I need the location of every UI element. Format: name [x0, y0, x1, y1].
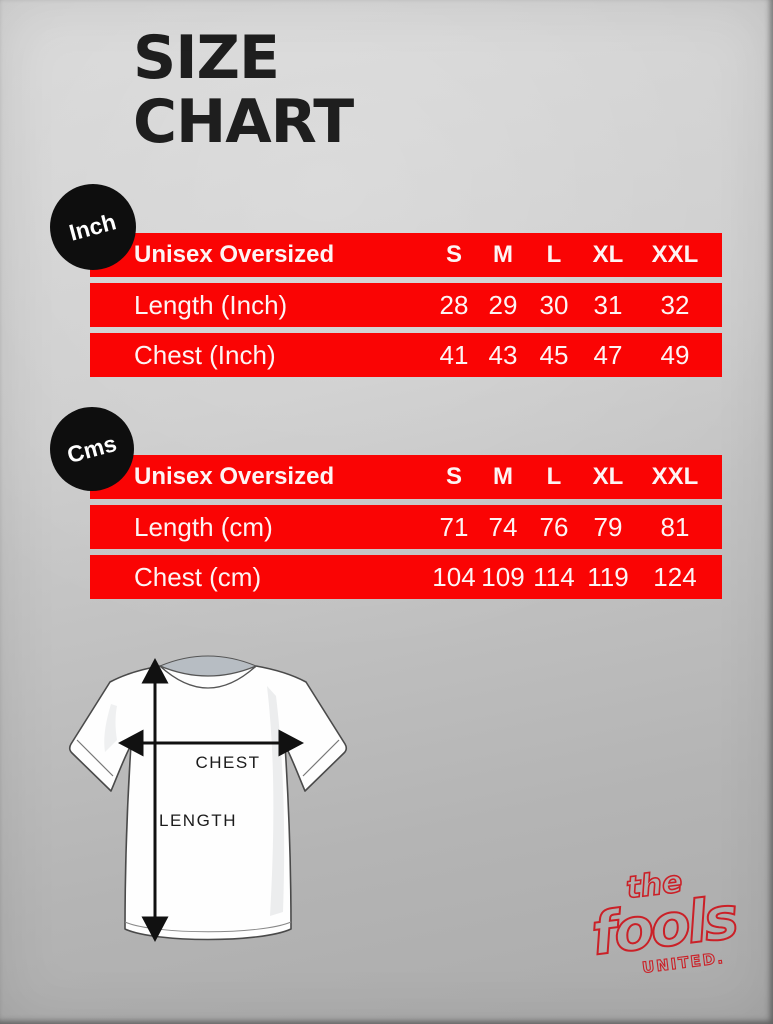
size-col-m: M: [493, 241, 513, 268]
row-label: Chest (Inch): [134, 339, 276, 370]
table-row: Chest (Inch) 41 43 45 47 49: [90, 333, 722, 377]
left-cuff-seam: [76, 739, 114, 777]
length-label: LENGTH: [159, 811, 237, 830]
table-header-row: Unisex Oversized S M L XL XXL: [90, 455, 722, 499]
table-header-row: Unisex Oversized S M L XL XXL: [90, 233, 722, 277]
cell-value: 74: [488, 511, 518, 542]
size-col-l: L: [546, 463, 562, 490]
page-title: SIZE CHART: [133, 23, 354, 157]
size-col-xxl: XXL: [651, 241, 699, 268]
tshirt-measurement-diagram: CHEST LENGTH: [68, 655, 348, 942]
the-fools-united-logo: the fools UNITED.: [587, 864, 742, 978]
hem-seam: [124, 921, 292, 933]
cell-value: 47: [593, 339, 623, 370]
logo-the: the: [624, 865, 684, 907]
row-label: Length (cm): [134, 511, 273, 542]
cell-value: 43: [488, 339, 518, 370]
cell-value: 41: [439, 339, 469, 370]
cell-value: 45: [539, 339, 569, 370]
cell-value: 28: [439, 289, 469, 320]
cell-value: 109: [481, 561, 525, 592]
right-cuff-seam: [302, 739, 340, 777]
cms-size-table: Unisex Oversized S M L XL XXL Length (cm…: [90, 455, 722, 605]
cell-value: 114: [533, 561, 575, 592]
table-row: Chest (cm) 104 109 114 119 124: [90, 555, 722, 599]
size-col-m: M: [493, 463, 513, 490]
size-col-l: L: [546, 241, 562, 268]
collar-band: [159, 665, 257, 689]
cell-value: 104: [432, 561, 476, 592]
cell-value: 81: [660, 511, 690, 542]
chest-label: CHEST: [195, 753, 260, 772]
cell-value: 79: [593, 511, 623, 542]
cell-value: 32: [660, 289, 690, 320]
size-col-xl: XL: [592, 463, 624, 490]
cell-value: 30: [539, 289, 569, 320]
cell-value: 124: [653, 561, 697, 592]
cell-value: 29: [488, 289, 518, 320]
inch-badge: Inch: [50, 184, 136, 270]
shirt-shading-left-sleeve: [104, 704, 117, 752]
size-col-s: S: [445, 463, 462, 490]
size-col-xxl: XXL: [651, 463, 699, 490]
cms-badge: Cms: [50, 407, 134, 491]
table-row: Length (Inch) 28 29 30 31 32: [90, 283, 722, 327]
table-title: Unisex Oversized: [134, 463, 335, 490]
cell-value: 71: [439, 511, 469, 542]
row-label: Length (Inch): [134, 289, 288, 320]
size-col-s: S: [445, 241, 462, 268]
cell-value: 76: [539, 511, 569, 542]
cell-value: 119: [587, 561, 629, 592]
cms-badge-label: Cms: [64, 429, 120, 468]
table-title: Unisex Oversized: [134, 241, 335, 268]
page-title-line1: SIZE: [133, 23, 280, 93]
cell-value: 49: [660, 339, 690, 370]
row-label: Chest (cm): [134, 561, 262, 592]
page-title-line2: CHART: [133, 87, 354, 157]
cell-value: 31: [593, 289, 623, 320]
size-col-xl: XL: [592, 241, 624, 268]
table-row: Length (cm) 71 74 76 79 81: [90, 505, 722, 549]
inch-size-table: Unisex Oversized S M L XL XXL Length (In…: [90, 233, 722, 383]
inch-badge-label: Inch: [66, 207, 120, 246]
